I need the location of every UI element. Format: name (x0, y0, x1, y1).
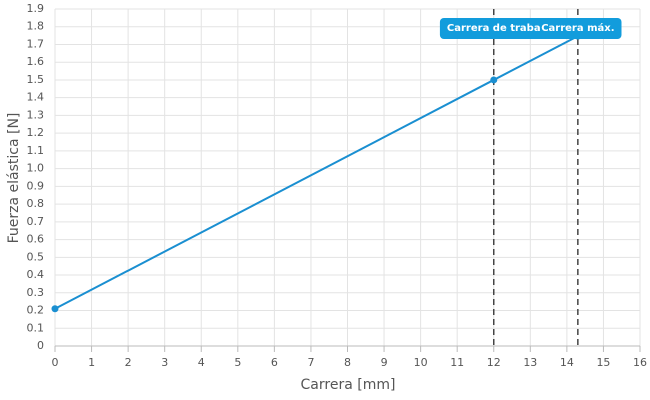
x-tick-label: 10 (414, 356, 428, 369)
y-tick-label: 1.2 (27, 126, 45, 139)
annotation-label: Carrera de traba (447, 23, 541, 34)
y-tick-label: 1.9 (27, 2, 45, 15)
y-tick-label: 1.8 (27, 20, 45, 33)
x-tick-label: 14 (560, 356, 574, 369)
x-tick-label: 6 (271, 356, 278, 369)
y-axis-label: Fuerza elástica [N] (6, 113, 22, 244)
series-line (54, 35, 579, 310)
y-tick-label: 1.3 (27, 108, 45, 121)
x-tick-label: 16 (633, 356, 647, 369)
y-tick-label: 1.5 (27, 73, 45, 86)
y-tick-label: 0.4 (27, 268, 45, 281)
x-tick-label: 12 (487, 356, 501, 369)
y-tick-label: 0.7 (27, 215, 45, 228)
annotation-label: Carrera máx. (541, 22, 614, 34)
x-tick-label: 11 (450, 356, 464, 369)
x-tick-label: 13 (523, 356, 537, 369)
y-tick-label: 0.1 (27, 321, 45, 334)
x-tick-label: 15 (596, 356, 610, 369)
y-tick-label: 0.2 (27, 304, 45, 317)
x-tick-label: 1 (88, 356, 95, 369)
y-tick-label: 0.5 (27, 250, 45, 263)
y-tick-label: 1.0 (27, 162, 45, 175)
x-tick-label: 2 (125, 356, 132, 369)
x-tick-label: 7 (307, 356, 314, 369)
y-tick-label: 1.4 (27, 91, 45, 104)
y-tick-label: 0.6 (27, 233, 45, 246)
x-axis-label: Carrera [mm] (301, 377, 396, 393)
y-tick-label: 1.6 (27, 55, 45, 68)
y-tick-label: 0.3 (27, 286, 45, 299)
x-tick-label: 3 (161, 356, 168, 369)
annotation-box (439, 18, 622, 39)
x-tick-label: 8 (344, 356, 351, 369)
x-tick-label: 0 (52, 356, 59, 369)
y-tick-label: 1.1 (27, 144, 45, 157)
point (490, 76, 498, 84)
y-tick-label: 0 (37, 339, 44, 352)
x-tick-label: 4 (198, 356, 205, 369)
y-tick-label: 1.7 (27, 37, 45, 50)
x-tick-label: 9 (381, 356, 388, 369)
y-tick-label: 0.9 (27, 179, 45, 192)
point (51, 305, 59, 313)
y-tick-label: 0.8 (27, 197, 45, 210)
x-tick-label: 5 (234, 356, 241, 369)
